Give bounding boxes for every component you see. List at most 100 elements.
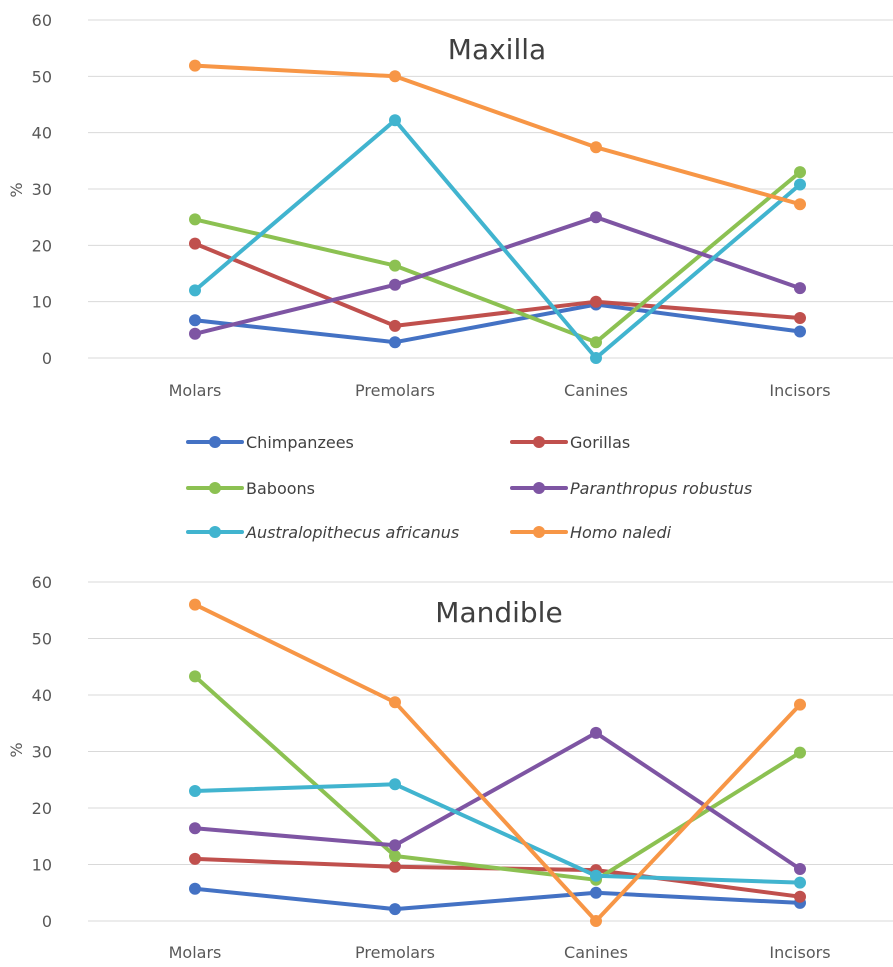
data-point xyxy=(794,863,806,875)
data-point xyxy=(389,336,401,349)
data-point xyxy=(590,141,602,154)
data-point xyxy=(189,59,201,72)
data-point xyxy=(590,295,602,308)
chart-title: Mandible xyxy=(435,596,562,629)
data-point xyxy=(389,319,401,332)
y-tick-label: 30 xyxy=(32,180,52,199)
data-point xyxy=(794,312,806,324)
data-point xyxy=(389,860,401,873)
data-point xyxy=(389,903,401,916)
data-point xyxy=(189,670,201,683)
data-point xyxy=(590,915,602,927)
data-point xyxy=(590,211,602,224)
legend-item: Homo naledi xyxy=(510,523,672,542)
series-line-2 xyxy=(193,170,802,345)
chart-title: Maxilla xyxy=(448,33,546,66)
data-point xyxy=(389,278,401,291)
x-tick-label: Canines xyxy=(564,381,628,400)
x-tick-label: Molars xyxy=(169,943,222,962)
legend-label: Chimpanzees xyxy=(246,433,354,452)
data-point xyxy=(189,213,201,226)
series-line-3 xyxy=(193,215,802,336)
legend-item: Australopithecus africanus xyxy=(186,523,459,542)
legend-item: Baboons xyxy=(186,479,315,498)
data-point xyxy=(590,726,602,739)
series-line-2 xyxy=(193,674,802,882)
y-tick-label: 40 xyxy=(32,124,52,143)
data-point xyxy=(389,778,401,791)
data-point xyxy=(189,237,201,250)
legend-item: Gorillas xyxy=(510,433,630,452)
series-line-4 xyxy=(193,118,802,360)
y-tick-label: 0 xyxy=(42,912,52,931)
data-point xyxy=(389,70,401,83)
legend-item: Chimpanzees xyxy=(186,433,354,452)
data-point xyxy=(794,698,806,711)
chart-1: 0 10 20 30 40 50 60% Molars Premolars Canines Inci… xyxy=(7,573,893,962)
data-point xyxy=(189,598,201,611)
data-point xyxy=(590,352,602,364)
data-point xyxy=(794,282,806,295)
x-tick-label: Canines xyxy=(564,943,628,962)
chart-0: 0 10 20 30 40 50 60% Molars Premolars Canines Inci… xyxy=(7,11,893,400)
legend-swatch-marker xyxy=(533,436,545,448)
data-point xyxy=(189,284,201,297)
data-point xyxy=(590,869,602,882)
data-point xyxy=(389,839,401,852)
legend-item: Paranthropus robustus xyxy=(510,479,752,498)
y-axis-label: % xyxy=(7,742,26,757)
y-tick-label: 20 xyxy=(32,799,52,818)
data-point xyxy=(389,114,401,127)
y-tick-label: 60 xyxy=(32,11,52,30)
series-line-0 xyxy=(193,886,802,912)
legend-label: Paranthropus robustus xyxy=(570,479,752,498)
data-point xyxy=(389,696,401,709)
y-tick-label: 30 xyxy=(32,743,52,762)
y-tick-label: 10 xyxy=(32,856,52,875)
x-tick-label: Molars xyxy=(169,381,222,400)
data-point xyxy=(189,314,201,327)
y-tick-label: 50 xyxy=(32,67,52,86)
data-point xyxy=(590,336,602,349)
x-tick-label: Incisors xyxy=(769,381,830,400)
data-point xyxy=(389,259,401,272)
data-point xyxy=(189,882,201,895)
legend-label: Baboons xyxy=(246,479,315,498)
series-line-0 xyxy=(193,302,802,345)
data-point xyxy=(794,746,806,759)
legend-swatch-marker xyxy=(533,482,545,494)
data-point xyxy=(794,876,806,889)
data-point xyxy=(794,325,806,338)
x-tick-label: Premolars xyxy=(355,381,435,400)
legend-swatch-marker xyxy=(209,436,221,448)
legend-label: Australopithecus africanus xyxy=(245,523,459,542)
legend-label: Homo naledi xyxy=(570,523,672,542)
data-point xyxy=(794,198,806,211)
y-tick-label: 50 xyxy=(32,630,52,649)
y-tick-label: 10 xyxy=(32,293,52,312)
data-point xyxy=(590,886,602,899)
data-point xyxy=(189,852,201,865)
series-line-1 xyxy=(193,241,802,328)
series-line-5 xyxy=(193,63,802,207)
y-tick-label: 20 xyxy=(32,236,52,255)
legend-label: Gorillas xyxy=(570,433,630,452)
data-point xyxy=(794,166,806,179)
legend-swatch-marker xyxy=(209,482,221,494)
data-point xyxy=(794,890,806,903)
data-point xyxy=(389,850,401,862)
y-tick-label: 40 xyxy=(32,686,52,705)
legend-swatch-marker xyxy=(533,526,545,538)
legend-swatch-marker xyxy=(209,526,221,538)
series-line-3 xyxy=(193,730,802,871)
data-point xyxy=(189,785,201,797)
series-line-5 xyxy=(193,602,802,923)
y-tick-label: 0 xyxy=(42,349,52,368)
legend: Chimpanzees Gorillas Baboons Paranthropus r… xyxy=(186,433,752,542)
y-tick-label: 60 xyxy=(32,573,52,592)
data-point xyxy=(794,178,806,191)
x-tick-label: Premolars xyxy=(355,943,435,962)
data-point xyxy=(189,327,201,340)
data-point xyxy=(189,822,201,835)
